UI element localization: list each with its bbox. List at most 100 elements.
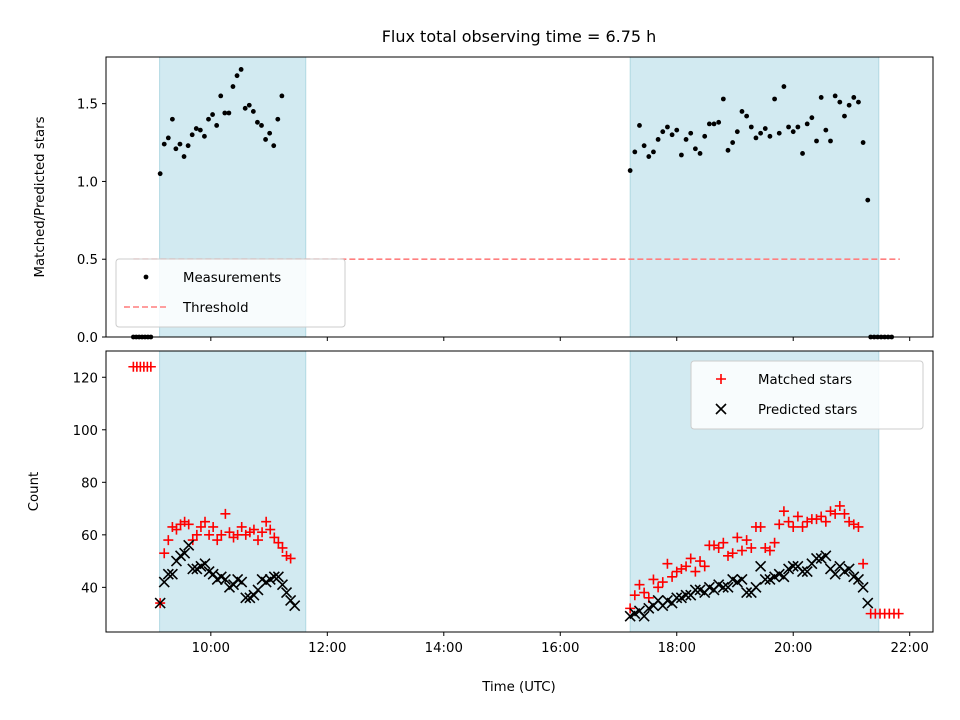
measurements-point	[781, 84, 787, 89]
observing-window-2	[629, 56, 880, 338]
measurements-point	[255, 119, 260, 125]
y-tick-label: 0.0	[77, 331, 98, 346]
legend-handle-measurements	[143, 274, 149, 280]
measurements-point	[674, 127, 680, 133]
predicted-stars-point	[689, 584, 701, 596]
x-tick-label: 12:00	[308, 641, 346, 656]
measurements-point	[697, 151, 703, 156]
matched-stars-point	[212, 535, 223, 546]
matched-stars-point	[713, 542, 724, 553]
predicted-stars-point	[862, 597, 874, 609]
predicted-stars-point	[736, 573, 748, 586]
matched-stars-point	[159, 548, 170, 559]
measurements-point	[242, 105, 248, 111]
measurements-point	[651, 149, 656, 155]
predicted-stars-point	[248, 589, 260, 601]
measurements-point	[193, 126, 199, 131]
predicted-stars-point	[187, 563, 199, 575]
measurements-point	[720, 96, 726, 102]
measurements-point	[795, 124, 801, 130]
legend-box	[115, 258, 346, 328]
measurements-point	[665, 124, 670, 130]
observing-windows	[159, 56, 880, 338]
measurements-point	[632, 149, 638, 155]
measurements-point	[185, 143, 191, 149]
measurements-point	[206, 116, 211, 122]
predicted-stars-point	[801, 566, 813, 578]
matched-stars-point	[764, 545, 775, 556]
matched-stars-point	[783, 516, 794, 527]
matched-stars-point	[746, 542, 757, 553]
legend-label-measurements: Measurements	[183, 271, 281, 286]
y-tick-label: 40	[81, 581, 98, 596]
measurements-point	[753, 135, 759, 141]
matched-stars-point	[248, 524, 259, 535]
measurements-point	[637, 123, 642, 128]
predicted-stars-point	[285, 594, 297, 607]
measurements-point	[173, 146, 179, 152]
matched-stars-point	[830, 508, 841, 519]
matched-stars-point	[171, 524, 182, 535]
measurements-point	[222, 110, 228, 116]
predicted-stars-point	[755, 560, 767, 572]
x-tick-label: 16:00	[541, 641, 579, 656]
matched-stars-point	[236, 521, 247, 532]
measurements-point	[762, 126, 768, 131]
y-ticks: 40 60 80 100 120	[73, 371, 106, 596]
matched-stars-point	[145, 361, 156, 372]
x-tick-label: 22:00	[891, 641, 929, 656]
matched-stars-point	[718, 537, 729, 548]
y-axis-label-ratio: Matched/Predicted stars	[33, 116, 48, 277]
matched-stars-point	[699, 561, 710, 572]
legend-handle-matched-stars	[716, 374, 726, 384]
measurements-point	[189, 132, 195, 138]
matched-stars-point	[195, 521, 206, 532]
matched-stars-point	[741, 535, 752, 546]
matched-stars-point	[639, 587, 650, 598]
matched-stars-point	[792, 511, 803, 522]
predicted-stars-point	[219, 573, 231, 586]
measurements-point	[214, 123, 220, 128]
y-tick-label: 0.5	[77, 253, 98, 268]
matched-stars-point	[755, 521, 766, 532]
matched-stars-point	[788, 521, 799, 532]
predicted-stars-point	[750, 581, 762, 593]
predicted-stars-point	[759, 573, 771, 586]
matched-stars-point	[695, 556, 706, 567]
matched-stars-point	[690, 566, 701, 577]
predicted-stars-point	[179, 547, 191, 559]
predicted-stars-point	[272, 571, 284, 583]
matched-stars-point	[662, 558, 673, 569]
x-axis-label: Time (UTC)	[481, 680, 556, 695]
predicted-stars-point	[166, 568, 178, 580]
measurements-point	[730, 140, 736, 145]
predicted-stars-point	[240, 592, 252, 604]
measurements-point	[234, 73, 240, 79]
matched-stars-point	[653, 582, 664, 593]
predicted-stars-point	[236, 576, 248, 588]
predicted-stars-point	[638, 610, 650, 622]
matched-stars-point	[667, 571, 678, 582]
measurements-point	[669, 132, 675, 138]
matched-stars-point	[273, 537, 284, 548]
measurements-point	[246, 102, 252, 108]
predicted-stars-point	[680, 589, 692, 601]
measurements-point	[263, 137, 268, 142]
measurements-point	[725, 147, 731, 153]
measurements-point	[814, 138, 819, 144]
matched-stars-point	[769, 537, 780, 548]
y-axis-label-count: Count	[27, 472, 42, 512]
matched-stars-point	[269, 532, 280, 543]
matched-stars-point	[253, 535, 264, 546]
measurements-point	[818, 95, 824, 100]
measurements-point	[641, 143, 647, 149]
predicted-stars-point	[199, 558, 211, 570]
predicted-stars-point	[207, 568, 219, 580]
measurements-point	[271, 143, 277, 149]
legend-label-matched-stars: Matched stars	[758, 373, 852, 388]
matched-stars-point	[657, 577, 668, 588]
matched-stars-point	[853, 521, 864, 532]
predicted-stars-point	[722, 581, 734, 593]
measurements-point	[655, 137, 661, 142]
